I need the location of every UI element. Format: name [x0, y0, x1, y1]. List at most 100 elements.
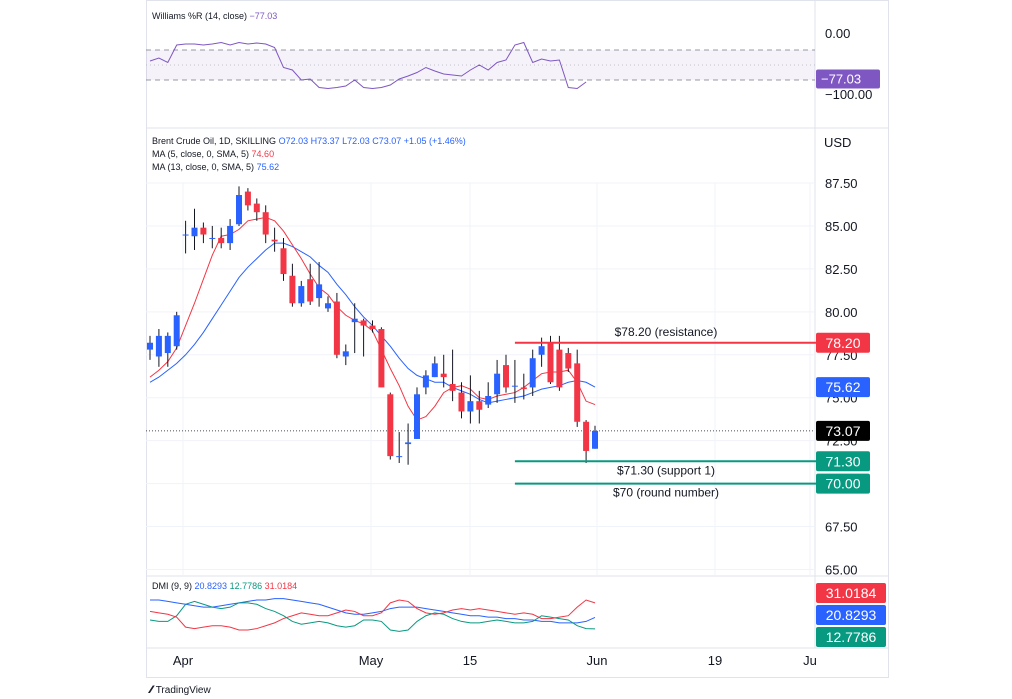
candle: [147, 335, 153, 360]
dmi-legend-plus-di: 12.7786: [229, 581, 263, 591]
time-tick: May: [359, 653, 384, 668]
candle-body: [262, 212, 269, 235]
candle-body: [369, 325, 376, 330]
time-tick: Apr: [173, 653, 194, 668]
candle: [565, 347, 572, 372]
candle-body: [271, 239, 278, 242]
price-tick: 82.50: [825, 262, 858, 277]
ohlc-high: H73.37: [310, 136, 340, 146]
candle: [316, 262, 323, 307]
candle-body: [414, 394, 420, 439]
candle: [485, 382, 492, 409]
price-tag-label: 70.00: [825, 476, 860, 492]
price-tag-label: 71.30: [825, 453, 860, 469]
candle-body: [209, 237, 216, 239]
dmi-value-tag-label: 31.0184: [826, 585, 877, 601]
candle-body: [173, 315, 180, 347]
candle: [342, 344, 349, 366]
candle-body: [467, 401, 474, 412]
price-tag-label: 78.20: [825, 335, 860, 351]
candle-body: [200, 227, 207, 235]
tradingview-brand[interactable]: ⁄⁄ TradingView: [150, 684, 211, 696]
williams-r-legend-name: Williams %R (14, close): [152, 11, 248, 21]
price-tick: 87.50: [825, 176, 858, 191]
candle-body: [342, 351, 349, 357]
dmi-series-line: [150, 598, 596, 624]
price-tag: [816, 420, 870, 441]
candle: [244, 188, 251, 211]
dmi-legend[interactable]: DMI (9, 9) 20.8293 12.7786 31.0184: [152, 581, 297, 591]
dmi-legend-adx: 20.8293: [194, 581, 228, 591]
candle-body: [556, 349, 563, 388]
tradingview-logo-icon: ⁄⁄: [150, 684, 153, 696]
candle: [556, 335, 563, 391]
candle: [405, 423, 412, 465]
price-tag-label: 73.07: [825, 423, 860, 439]
ma5-line: [149, 216, 596, 421]
candle-body: [583, 421, 590, 451]
candle: [155, 329, 162, 367]
williams-r-band: [146, 50, 815, 80]
candle-body: [218, 237, 225, 244]
price-tag: [816, 377, 870, 398]
price-tag: [816, 332, 870, 353]
candle: [458, 382, 465, 419]
ma13-legend[interactable]: MA (13, close, 0, SMA, 5) 75.62: [152, 162, 279, 172]
ma5-legend[interactable]: MA (5, close, 0, SMA, 5) 74.60: [152, 149, 274, 159]
candle: [467, 375, 474, 424]
candle: [592, 425, 598, 449]
candle-body: [396, 456, 403, 458]
candle-body: [236, 195, 242, 225]
price-tick: 65.00: [825, 563, 858, 578]
candle: [583, 420, 590, 463]
ma13-legend-name: MA (13, close, 0, SMA, 5): [152, 162, 255, 172]
ohlc-change: +1.05 (+1.46%): [403, 136, 466, 146]
candle-body: [280, 248, 287, 275]
candle-body: [378, 329, 385, 388]
candle-body: [316, 284, 323, 299]
candle-body: [307, 279, 314, 302]
candle: [547, 335, 554, 384]
candle: [503, 354, 509, 393]
dmi-series-line: [149, 600, 596, 632]
williams-r-tick: −100.00: [825, 87, 872, 102]
candle-body: [431, 363, 438, 378]
time-tick: 19: [708, 653, 722, 668]
candle: [574, 349, 581, 427]
williams-r-legend[interactable]: Williams %R (14, close) −77.03: [152, 11, 277, 21]
candle-body: [440, 373, 447, 378]
candle: [227, 219, 234, 250]
candle: [262, 205, 269, 244]
candle: [307, 263, 314, 305]
candle: [218, 227, 225, 249]
dmi-value-tag: [816, 627, 886, 647]
candle-body: [155, 335, 162, 357]
candle: [511, 359, 518, 403]
williams-r-line: [149, 41, 587, 90]
candle: [325, 296, 331, 312]
price-tick: 67.50: [825, 520, 858, 535]
candle: [191, 208, 198, 250]
candle: [378, 327, 385, 388]
price-legend[interactable]: Brent Crude Oil, 1D, SKILLING O72.03 H73…: [152, 136, 466, 146]
candle: [298, 280, 305, 307]
dmi-value-tag-label: 20.8293: [826, 607, 877, 623]
williams-r-tick: 0.00: [825, 26, 850, 41]
candle-body: [476, 401, 483, 410]
candle-body: [405, 442, 412, 445]
candle: [422, 370, 429, 395]
level-label: $70 (round number): [613, 486, 719, 500]
candle-body: [458, 392, 465, 412]
candle-body: [227, 225, 234, 244]
ma5-legend-name: MA (5, close, 0, SMA, 5): [152, 149, 250, 159]
candle: [431, 356, 438, 378]
price-tag-label: 75.62: [825, 379, 860, 395]
candle-body: [244, 191, 251, 206]
price-tag: [816, 451, 870, 472]
candle-body: [387, 394, 394, 457]
ohlc-close: C73.07: [372, 136, 402, 146]
dmi-value-tag: [816, 605, 886, 625]
candle-body: [529, 358, 536, 388]
candle-body: [592, 430, 598, 449]
